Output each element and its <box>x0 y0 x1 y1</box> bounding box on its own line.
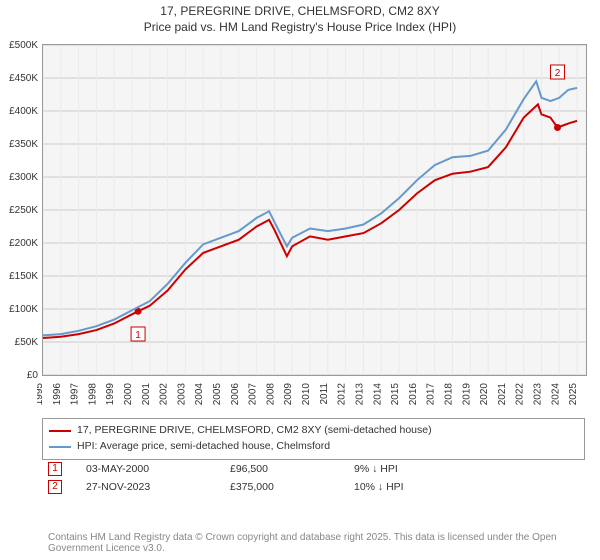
annotation-row: 1 03-MAY-2000 £96,500 9% ↓ HPI <box>42 460 585 478</box>
y-tick-label: £50K <box>15 337 39 348</box>
x-tick-label: 2005 <box>212 383 223 406</box>
licence-text: Contains HM Land Registry data © Crown c… <box>48 532 600 554</box>
y-tick-label: £450K <box>9 73 38 84</box>
annotation-date: 27-NOV-2023 <box>86 481 206 493</box>
annotation-row: 2 27-NOV-2023 £375,000 10% ↓ HPI <box>42 478 585 496</box>
x-tick-label: 1996 <box>52 383 63 406</box>
x-tick-label: 2000 <box>123 383 134 406</box>
y-tick-label: £100K <box>9 304 38 315</box>
x-tick-label: 2002 <box>159 383 170 406</box>
annotation-price: £96,500 <box>230 463 330 475</box>
x-tick-label: 2015 <box>390 383 401 406</box>
x-tick-label: 2006 <box>230 383 241 406</box>
x-tick-label: 2008 <box>265 383 276 406</box>
x-tick-label: 2013 <box>354 383 365 406</box>
annotation-date: 03-MAY-2000 <box>86 463 206 475</box>
marker-dot-2 <box>554 124 561 131</box>
annotation-delta: 9% ↓ HPI <box>354 463 398 475</box>
y-tick-label: £150K <box>9 271 38 282</box>
x-tick-label: 2012 <box>337 383 348 406</box>
svg-text:1: 1 <box>135 330 141 341</box>
x-tick-label: 2010 <box>301 383 312 406</box>
legend-item: HPI: Average price, semi-detached house,… <box>49 439 578 455</box>
x-tick-label: 2003 <box>176 383 187 406</box>
y-tick-label: £400K <box>9 106 38 117</box>
x-tick-label: 2021 <box>497 383 508 406</box>
x-axis: 1995 1996 1997 1998 1999 2000 2001 2002 2003 2004… <box>37 375 597 417</box>
marker-box-2: 2 <box>551 65 565 79</box>
y-axis: £0£50K£100K£150K£200K£250K£300K£350K£400… <box>0 39 42 379</box>
chart-plot-area: 12 <box>42 44 587 376</box>
y-tick-label: £300K <box>9 172 38 183</box>
y-tick-label: £200K <box>9 238 38 249</box>
x-tick-label: 2025 <box>568 383 579 406</box>
x-tick-label: 2014 <box>372 383 383 406</box>
x-tick-label: 2001 <box>141 383 152 406</box>
x-tick-label: 2018 <box>443 383 454 406</box>
annotation-table: 1 03-MAY-2000 £96,500 9% ↓ HPI 2 27-NOV-2023 £… <box>42 460 585 496</box>
legend-label: 17, PEREGRINE DRIVE, CHELMSFORD, CM2 8XY… <box>77 423 432 439</box>
x-tick-label: 2024 <box>550 383 561 406</box>
legend-item: 17, PEREGRINE DRIVE, CHELMSFORD, CM2 8XY… <box>49 423 578 439</box>
x-tick-label: 2004 <box>194 383 205 406</box>
marker-box-1: 1 <box>131 327 145 341</box>
x-tick-label: 1998 <box>87 383 98 406</box>
x-tick-label: 1995 <box>37 383 45 406</box>
svg-text:2: 2 <box>555 68 561 79</box>
y-tick-label: £250K <box>9 205 38 216</box>
x-tick-label: 2023 <box>532 383 543 406</box>
annotation-delta: 10% ↓ HPI <box>354 481 404 493</box>
legend-label: HPI: Average price, semi-detached house,… <box>77 439 330 455</box>
x-tick-label: 2019 <box>461 383 472 406</box>
chart-title: 17, PEREGRINE DRIVE, CHELMSFORD, CM2 8XY… <box>0 0 600 35</box>
x-tick-label: 2016 <box>408 383 419 406</box>
annotation-marker: 2 <box>48 480 62 494</box>
x-tick-label: 2017 <box>426 383 437 406</box>
legend: 17, PEREGRINE DRIVE, CHELMSFORD, CM2 8XY… <box>42 418 585 460</box>
y-tick-label: £500K <box>9 40 38 51</box>
x-tick-label: 2007 <box>248 383 259 406</box>
annotation-price: £375,000 <box>230 481 330 493</box>
x-tick-label: 1997 <box>70 383 81 406</box>
x-tick-label: 1999 <box>105 383 116 406</box>
x-tick-label: 2020 <box>479 383 490 406</box>
x-tick-label: 2009 <box>283 383 294 406</box>
y-tick-label: £350K <box>9 139 38 150</box>
legend-swatch <box>49 430 71 432</box>
x-tick-label: 2022 <box>515 383 526 406</box>
legend-swatch <box>49 446 71 448</box>
annotation-marker: 1 <box>48 462 62 476</box>
chart-svg: 12 <box>43 45 586 375</box>
x-tick-label: 2011 <box>319 383 330 405</box>
